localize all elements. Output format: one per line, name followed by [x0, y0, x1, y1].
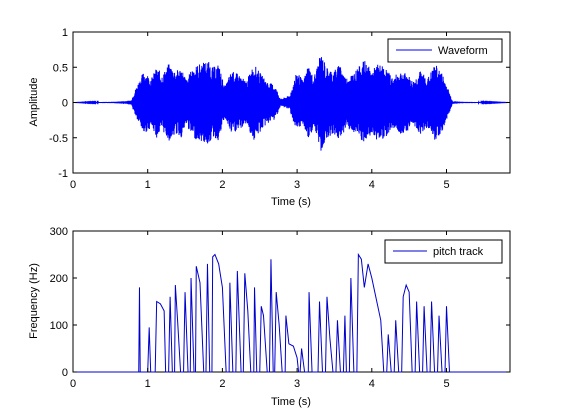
pitch-x-tick-label: 2	[219, 378, 225, 390]
waveform-x-tick-label: 5	[443, 179, 449, 191]
waveform-y-tick-label: 0	[62, 98, 68, 110]
pitch-x-tick-label: 1	[145, 378, 151, 390]
waveform-x-tick-label: 1	[145, 179, 151, 191]
pitch-x-tick-label: 0	[70, 378, 76, 390]
pitch-y-tick-label: 100	[50, 320, 68, 332]
pitch-y-tick-label: 0	[62, 367, 68, 379]
pitch-y-tick-label: 300	[50, 226, 68, 238]
pitch-x-tick-label: 3	[294, 378, 300, 390]
waveform-y-axis-label: Amplitude	[28, 78, 40, 127]
pitch-x-tick-label: 5	[443, 378, 449, 390]
waveform-y-tick-label: 1	[62, 27, 68, 39]
waveform-x-tick-label: 3	[294, 179, 300, 191]
pitch-legend-label: pitch track	[433, 246, 484, 258]
waveform-x-tick-label: 4	[369, 179, 375, 191]
waveform-y-tick-label: -1	[58, 168, 68, 180]
pitch-y-tick-label: 200	[50, 273, 68, 285]
pitch-x-axis-label: Time (s)	[271, 396, 311, 408]
waveform-x-tick-label: 0	[70, 179, 76, 191]
pitch-x-tick-label: 4	[369, 378, 375, 390]
waveform-legend: Waveform	[388, 39, 502, 62]
waveform-x-tick-label: 2	[219, 179, 225, 191]
waveform-y-tick-label: 0.5	[53, 62, 68, 74]
pitch-y-axis-label: Frequency (Hz)	[28, 263, 40, 339]
waveform-y-tick-label: -0.5	[49, 133, 68, 145]
waveform-x-axis-label: Time (s)	[271, 196, 311, 208]
pitch-axes: 0 1 2 3 4 5 0 100 200 300 Time (s) Frequency (Hz)…	[28, 226, 510, 408]
pitch-legend: pitch track	[385, 240, 502, 263]
waveform-axes: 0 1 2 3 4 5 -1 -0.5 0 0.5 1 Time (s) Amplitude Wav…	[28, 27, 510, 208]
waveform-legend-label: Waveform	[438, 45, 488, 57]
